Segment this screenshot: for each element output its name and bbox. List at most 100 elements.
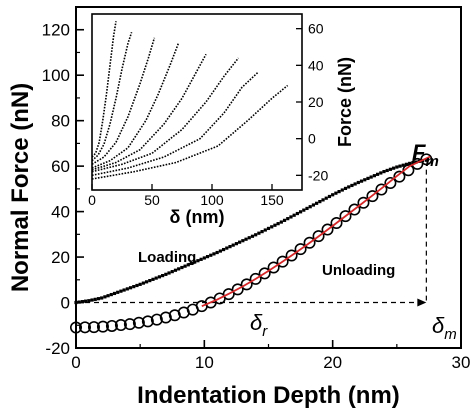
delta-r-sub: r — [262, 323, 268, 340]
loading-point — [116, 290, 120, 294]
loading-point — [228, 245, 232, 249]
inset-y-tick-label: 0 — [308, 131, 316, 147]
loading-point — [369, 175, 373, 179]
unloading-point — [96, 320, 109, 333]
loading-point — [244, 237, 248, 241]
loading-point — [144, 280, 149, 284]
loading-point — [215, 250, 219, 255]
unloading-point — [231, 283, 244, 296]
y-tick-label: 20 — [51, 248, 70, 267]
loading-point — [106, 294, 110, 298]
unloading-point — [393, 170, 406, 183]
loading-point — [401, 163, 405, 167]
loading-point — [135, 283, 139, 288]
loading-point — [196, 259, 200, 263]
loading-point — [231, 243, 235, 247]
delta-r-annotation: δr — [250, 310, 268, 340]
inset-series — [91, 21, 289, 180]
unloading-point — [123, 318, 136, 331]
loading-point — [385, 168, 389, 173]
y-tick-label: 80 — [51, 112, 70, 131]
unloading-point — [276, 255, 289, 268]
loading-point — [74, 300, 78, 305]
loading-point — [161, 273, 165, 278]
inset-x-tick-label: 50 — [144, 192, 160, 208]
y-tick-label: 60 — [51, 157, 70, 176]
loading-point — [279, 220, 283, 224]
loading-point — [366, 176, 370, 181]
y-tick-label: 120 — [42, 21, 70, 40]
loading-point — [167, 271, 171, 275]
loading-point — [382, 169, 386, 174]
loading-point — [221, 247, 226, 252]
loading-point — [241, 239, 245, 243]
loading-label: Loading — [138, 249, 196, 266]
unloading-point — [141, 315, 154, 328]
loading-point — [125, 287, 129, 291]
y-tick-label: 40 — [51, 203, 70, 222]
loading-point — [356, 180, 360, 185]
loading-point — [395, 165, 399, 169]
loading-point — [327, 194, 332, 199]
loading-point — [424, 158, 428, 162]
fm-main: F — [412, 140, 426, 165]
y-tick-label: 100 — [42, 66, 70, 85]
loading-point — [282, 218, 287, 222]
loading-point — [87, 299, 91, 303]
y-tick-label: -20 — [45, 339, 70, 358]
loading-point — [286, 217, 290, 221]
loading-point — [289, 215, 293, 219]
loading-point — [295, 211, 299, 216]
unloading-point — [105, 319, 118, 332]
loading-point — [347, 185, 351, 189]
loading-point — [247, 236, 251, 240]
loading-point — [408, 161, 412, 166]
unloading-point — [258, 267, 271, 280]
loading-point — [375, 172, 380, 176]
inset-curve — [91, 43, 180, 169]
fm-sub: m — [425, 153, 438, 170]
unloading-point — [366, 190, 379, 203]
loading-point — [119, 289, 123, 293]
loading-point — [404, 162, 409, 166]
unloading-point — [78, 321, 91, 334]
loading-point — [199, 257, 203, 261]
inset-curve — [91, 57, 240, 173]
x-axis-label: Indentation Depth (nm) — [137, 382, 400, 409]
loading-point — [154, 276, 158, 280]
unloading-point — [339, 210, 352, 223]
loading-point — [132, 285, 136, 289]
loading-point — [260, 230, 264, 234]
loading-point — [225, 246, 229, 250]
inset-x-axis-label: δ (nm) — [170, 207, 225, 227]
inset-background — [92, 14, 302, 190]
loading-point — [103, 295, 107, 299]
loading-point — [177, 267, 181, 271]
loading-point — [100, 296, 104, 300]
inset-y-axis-label: Force (nN) — [335, 57, 355, 147]
fm-annotation: Fm — [412, 140, 439, 170]
inset-x-tick-label: 150 — [260, 192, 284, 208]
x-tick-label: 0 — [71, 353, 80, 372]
loading-point — [209, 253, 213, 257]
loading-point — [372, 174, 376, 178]
loading-point — [90, 298, 94, 302]
loading-point — [205, 255, 210, 259]
loading-point — [398, 164, 402, 168]
loading-point — [334, 191, 338, 195]
loading-point — [318, 199, 322, 204]
loading-point — [363, 178, 367, 182]
unloading-point — [294, 243, 307, 256]
unloading-point — [348, 203, 361, 216]
loading-point — [298, 210, 303, 214]
inset-curve — [91, 84, 289, 180]
x-tick-label: 30 — [452, 353, 471, 372]
x-tick-label: 10 — [195, 353, 214, 372]
unloading-point — [87, 321, 100, 334]
loading-point — [263, 228, 267, 232]
loading-point — [331, 193, 335, 197]
loading-point — [138, 282, 142, 286]
loading-point — [180, 265, 184, 270]
unloading-point — [150, 313, 163, 326]
